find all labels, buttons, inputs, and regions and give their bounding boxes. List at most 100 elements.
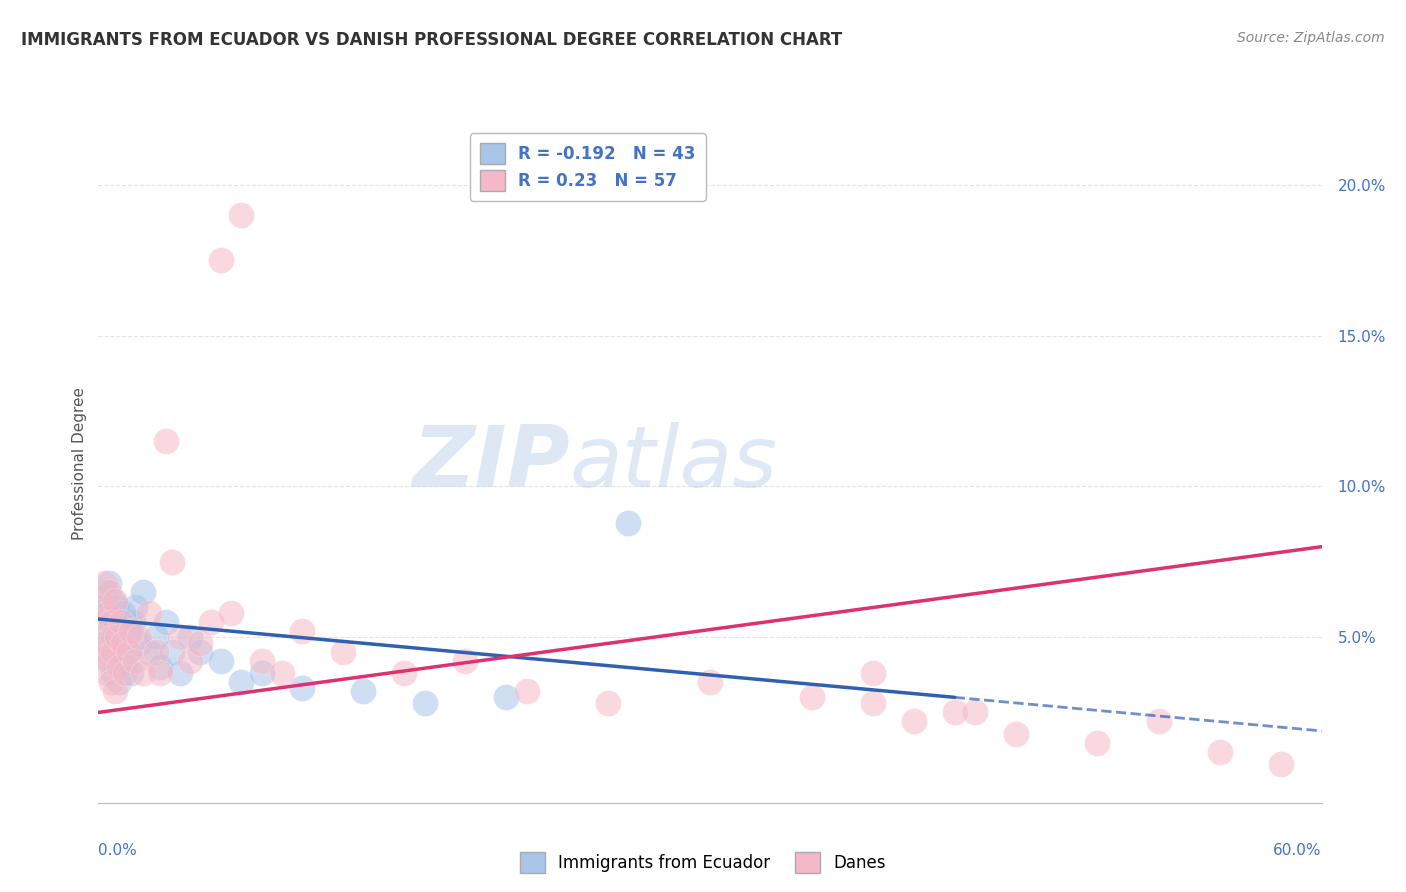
Point bbox=[145, 645, 167, 659]
Point bbox=[105, 599, 128, 614]
Legend: Immigrants from Ecuador, Danes: Immigrants from Ecuador, Danes bbox=[513, 846, 893, 880]
Point bbox=[699, 675, 721, 690]
Point bbox=[128, 636, 150, 650]
Point bbox=[100, 615, 122, 629]
Point bbox=[115, 645, 138, 659]
Point bbox=[122, 615, 145, 629]
Point bbox=[495, 690, 517, 705]
Point bbox=[104, 651, 127, 665]
Point bbox=[111, 606, 134, 620]
Point bbox=[231, 208, 253, 222]
Point bbox=[124, 599, 146, 614]
Point bbox=[93, 585, 115, 599]
Point bbox=[97, 575, 120, 590]
Point bbox=[138, 645, 160, 659]
Point bbox=[91, 615, 114, 629]
Point bbox=[943, 706, 966, 720]
Point bbox=[110, 621, 132, 635]
Legend: R = -0.192   N = 43, R = 0.23   N = 57: R = -0.192 N = 43, R = 0.23 N = 57 bbox=[470, 133, 706, 201]
Point bbox=[1004, 726, 1026, 740]
Text: 0.0%: 0.0% bbox=[98, 844, 138, 858]
Point bbox=[114, 666, 136, 681]
Point bbox=[188, 636, 212, 650]
Point bbox=[200, 615, 222, 629]
Point bbox=[149, 660, 172, 674]
Point bbox=[179, 630, 201, 644]
Point bbox=[250, 654, 273, 668]
Point bbox=[160, 645, 183, 659]
Point bbox=[250, 666, 273, 681]
Point bbox=[100, 645, 122, 659]
Point bbox=[392, 666, 416, 681]
Point bbox=[93, 636, 115, 650]
Point bbox=[96, 666, 118, 681]
Point bbox=[1209, 745, 1232, 759]
Point bbox=[179, 654, 201, 668]
Point bbox=[118, 645, 141, 659]
Point bbox=[110, 615, 132, 629]
Point bbox=[91, 645, 114, 659]
Point bbox=[96, 654, 118, 668]
Point bbox=[138, 606, 160, 620]
Point bbox=[108, 636, 131, 650]
Point bbox=[97, 585, 120, 599]
Point bbox=[145, 630, 167, 644]
Point bbox=[104, 684, 127, 698]
Point bbox=[1085, 735, 1108, 749]
Point bbox=[101, 645, 124, 659]
Point bbox=[209, 253, 232, 268]
Point bbox=[903, 714, 925, 729]
Point bbox=[101, 594, 124, 608]
Point bbox=[120, 666, 142, 681]
Point bbox=[598, 697, 620, 711]
Point bbox=[291, 681, 314, 696]
Point bbox=[155, 434, 177, 449]
Point bbox=[617, 516, 640, 530]
Point bbox=[104, 615, 127, 629]
Point bbox=[104, 594, 127, 608]
Point bbox=[97, 615, 120, 629]
Point bbox=[108, 660, 131, 674]
Point bbox=[132, 666, 155, 681]
Point bbox=[108, 675, 131, 690]
Point bbox=[132, 585, 155, 599]
Point bbox=[270, 666, 294, 681]
Point bbox=[100, 630, 122, 644]
Point bbox=[454, 654, 477, 668]
Point bbox=[149, 666, 172, 681]
Point bbox=[96, 606, 118, 620]
Point bbox=[89, 599, 111, 614]
Point bbox=[114, 660, 136, 674]
Point bbox=[413, 697, 436, 711]
Point bbox=[93, 636, 115, 650]
Point bbox=[291, 624, 314, 638]
Point bbox=[89, 599, 111, 614]
Point bbox=[231, 675, 253, 690]
Text: IMMIGRANTS FROM ECUADOR VS DANISH PROFESSIONAL DEGREE CORRELATION CHART: IMMIGRANTS FROM ECUADOR VS DANISH PROFES… bbox=[21, 31, 842, 49]
Y-axis label: Professional Degree: Professional Degree bbox=[72, 387, 87, 541]
Point bbox=[96, 606, 118, 620]
Point bbox=[105, 630, 128, 644]
Point bbox=[91, 624, 114, 638]
Text: 60.0%: 60.0% bbox=[1274, 844, 1322, 858]
Point bbox=[1270, 756, 1292, 771]
Point bbox=[93, 575, 115, 590]
Point bbox=[101, 630, 124, 644]
Point bbox=[219, 606, 242, 620]
Point bbox=[965, 706, 987, 720]
Point bbox=[155, 615, 177, 629]
Point bbox=[169, 630, 191, 644]
Point bbox=[169, 666, 191, 681]
Point bbox=[801, 690, 824, 705]
Point bbox=[209, 654, 232, 668]
Point bbox=[160, 555, 183, 569]
Point bbox=[124, 654, 146, 668]
Point bbox=[120, 624, 142, 638]
Point bbox=[101, 666, 124, 681]
Point bbox=[118, 624, 141, 638]
Point bbox=[352, 684, 374, 698]
Point bbox=[332, 645, 354, 659]
Point bbox=[516, 684, 538, 698]
Point bbox=[97, 654, 120, 668]
Point bbox=[128, 630, 150, 644]
